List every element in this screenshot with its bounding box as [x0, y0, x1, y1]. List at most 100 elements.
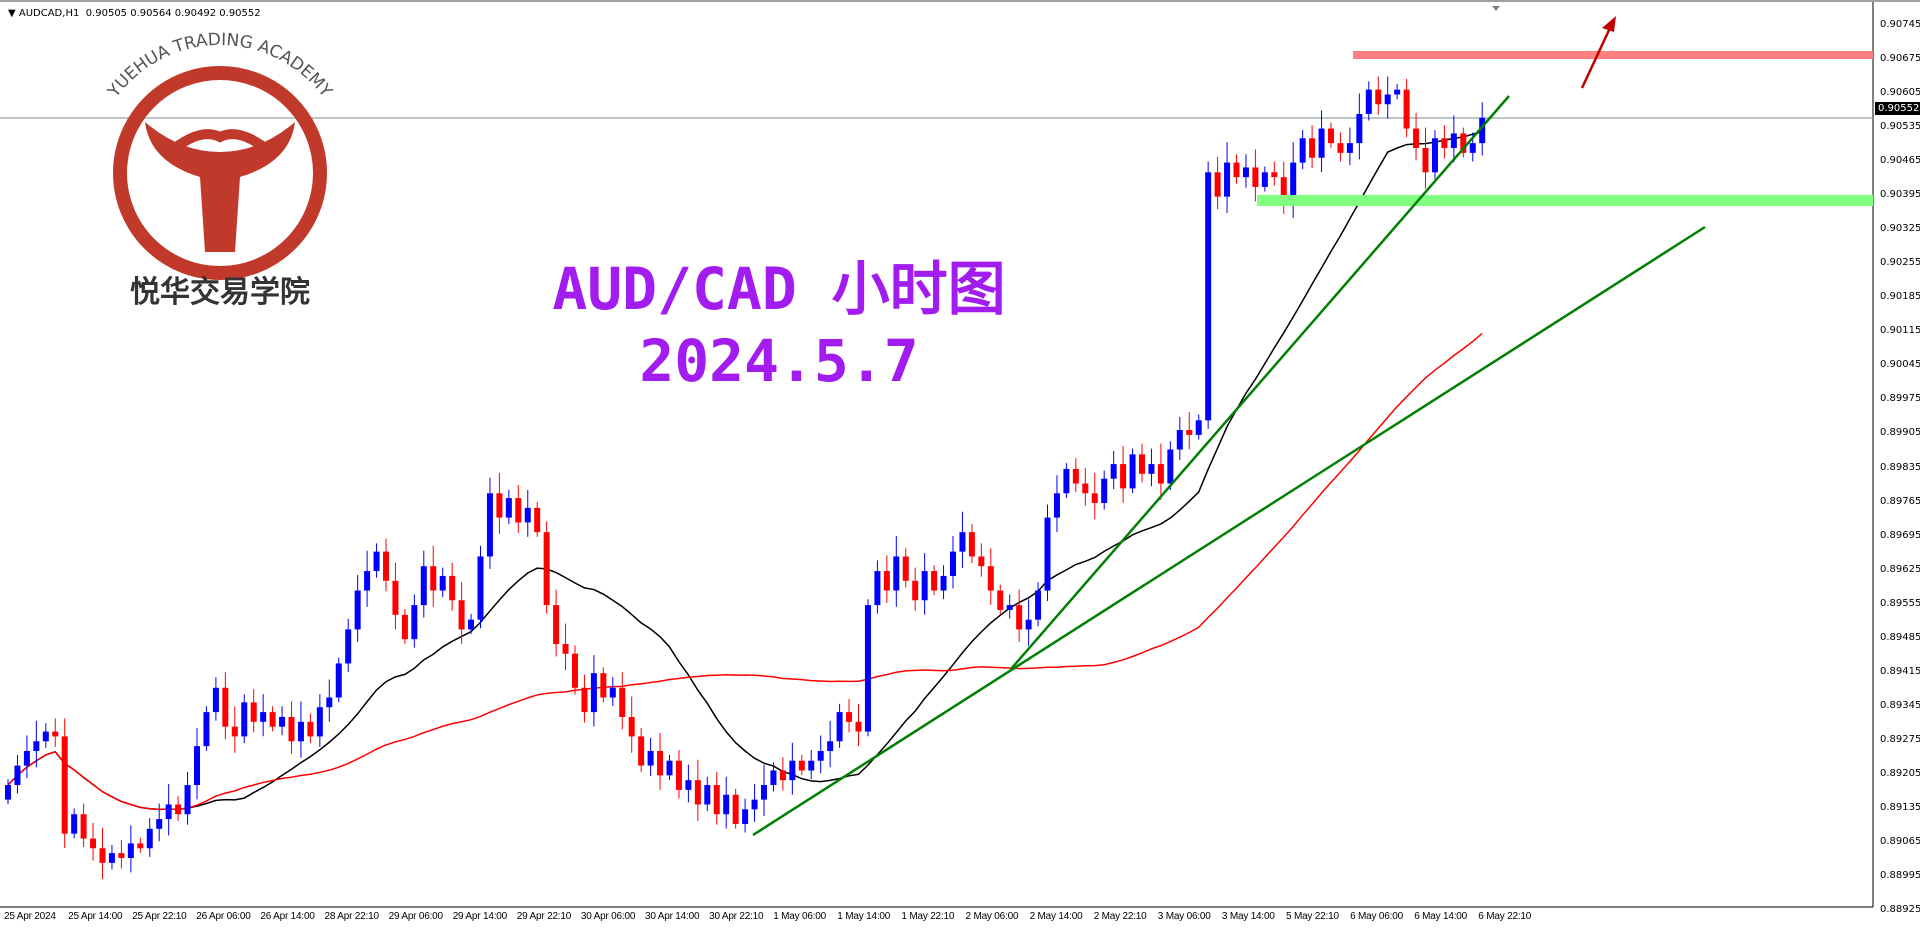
- bull-candle: [1290, 162, 1297, 202]
- bear-candle: [222, 687, 229, 727]
- bear-candle: [1186, 430, 1193, 435]
- time-tick-label: 1 May 22:10: [901, 911, 955, 922]
- bull-candle: [827, 741, 834, 751]
- time-tick-label: 29 Apr 06:00: [388, 911, 444, 922]
- bear-candle: [553, 605, 560, 645]
- steep-trendline[interactable]: [1010, 95, 1510, 670]
- bull-candle: [486, 493, 493, 557]
- lower-trendline[interactable]: [752, 225, 1706, 837]
- chart-header: ▼ AUDCAD,H1 0.90505 0.90564 0.90492 0.90…: [8, 8, 261, 19]
- bear-candle: [1422, 148, 1429, 173]
- bear-candle: [968, 532, 975, 557]
- bear-candle: [628, 716, 635, 737]
- bull-candle: [770, 770, 777, 786]
- bull-candle: [1205, 172, 1212, 421]
- bear-candle: [1413, 128, 1420, 149]
- up-arrow-shaft[interactable]: [1580, 27, 1612, 89]
- support-zone[interactable]: [1257, 195, 1873, 206]
- bull-candle: [165, 804, 172, 820]
- bear-candle: [496, 493, 503, 518]
- time-tick-label: 25 Apr 2024: [4, 911, 56, 922]
- bear-candle: [675, 760, 682, 790]
- bull-candle: [1224, 162, 1231, 197]
- bull-candle: [1101, 478, 1108, 503]
- time-tick-label: 6 May 06:00: [1350, 911, 1403, 922]
- overlay-date: 2024.5.7: [639, 327, 919, 395]
- bull-candle: [524, 507, 531, 523]
- bull-candle: [1431, 138, 1438, 173]
- bear-candle: [1309, 138, 1316, 158]
- bear-candle: [1016, 605, 1023, 630]
- bull-candle: [1110, 464, 1117, 479]
- bear-candle: [534, 507, 541, 533]
- bull-candle: [1242, 167, 1249, 178]
- time-tick-label: 6 May 14:00: [1414, 911, 1468, 922]
- price-tick-label: 0.89625: [1880, 563, 1920, 575]
- price-tick-label: 0.89275: [1880, 733, 1920, 745]
- bear-candle: [855, 721, 862, 732]
- price-tick-label: 0.89415: [1880, 665, 1920, 677]
- bull-candle: [42, 731, 49, 742]
- dropdown-arrow-icon[interactable]: ▼: [8, 8, 19, 19]
- bull-candle: [1450, 133, 1457, 149]
- bear-candle: [52, 731, 59, 737]
- bear-candle: [1082, 483, 1089, 494]
- bull-candle: [1479, 117, 1486, 144]
- bull-candle: [316, 707, 323, 737]
- bull-candle: [950, 551, 956, 576]
- bull-candle: [751, 799, 758, 810]
- bull-candle: [1167, 449, 1174, 484]
- bull-candle: [808, 760, 815, 771]
- bull-candle: [1384, 94, 1391, 105]
- bull-candle: [921, 571, 928, 601]
- bull-candle: [742, 809, 749, 824]
- bull-candle: [959, 532, 966, 552]
- bull-candle: [194, 746, 200, 786]
- bull-candle: [1148, 464, 1155, 474]
- time-tick-label: 30 Apr 22:10: [709, 911, 764, 922]
- shift-marker-icon[interactable]: [1492, 6, 1500, 11]
- bull-candle: [127, 843, 134, 858]
- logo-emblem: [145, 122, 295, 252]
- bull-candle: [647, 750, 654, 766]
- bear-candle: [600, 673, 607, 698]
- bull-candle: [33, 741, 40, 751]
- price-tick-label: 0.90325: [1880, 223, 1920, 235]
- bull-candle: [1035, 590, 1042, 620]
- bear-candle: [430, 566, 437, 591]
- bull-candle: [789, 760, 796, 781]
- bull-candle: [940, 575, 947, 591]
- price-tick-label: 0.90465: [1880, 155, 1920, 167]
- current-price-label: 0.90552: [1875, 102, 1920, 115]
- price-tick-label: 0.90675: [1880, 53, 1920, 65]
- price-tick-label: 0.90255: [1880, 257, 1920, 269]
- time-tick-label: 29 Apr 14:00: [452, 911, 508, 922]
- bear-candle: [1403, 89, 1410, 129]
- bull-candle: [1299, 138, 1306, 163]
- bull-candle: [411, 605, 418, 640]
- bear-candle: [1120, 464, 1127, 489]
- bear-candle: [562, 644, 569, 654]
- bear-candle: [61, 736, 68, 834]
- bull-candle: [1346, 143, 1353, 153]
- time-tick-label: 26 Apr 14:00: [260, 911, 315, 922]
- bull-candle: [108, 853, 115, 863]
- time-tick-label: 2 May 14:00: [1029, 911, 1083, 922]
- bull-candle: [184, 785, 191, 815]
- bear-candle: [1252, 167, 1259, 187]
- bull-candle: [1063, 468, 1070, 494]
- price-tick-label: 0.88925: [1880, 904, 1920, 916]
- time-tick-label: 3 May 14:00: [1221, 911, 1275, 922]
- bear-candle: [1375, 89, 1382, 105]
- bear-candle: [1460, 133, 1467, 153]
- resistance-zone[interactable]: [1353, 51, 1873, 59]
- bear-candle: [269, 712, 276, 727]
- price-tick-label: 0.89555: [1880, 597, 1920, 609]
- bear-candle: [638, 736, 645, 766]
- price-tick-label: 0.89205: [1880, 767, 1920, 779]
- bull-candle: [477, 556, 484, 620]
- bull-candle: [297, 721, 304, 742]
- bull-candle: [326, 697, 333, 708]
